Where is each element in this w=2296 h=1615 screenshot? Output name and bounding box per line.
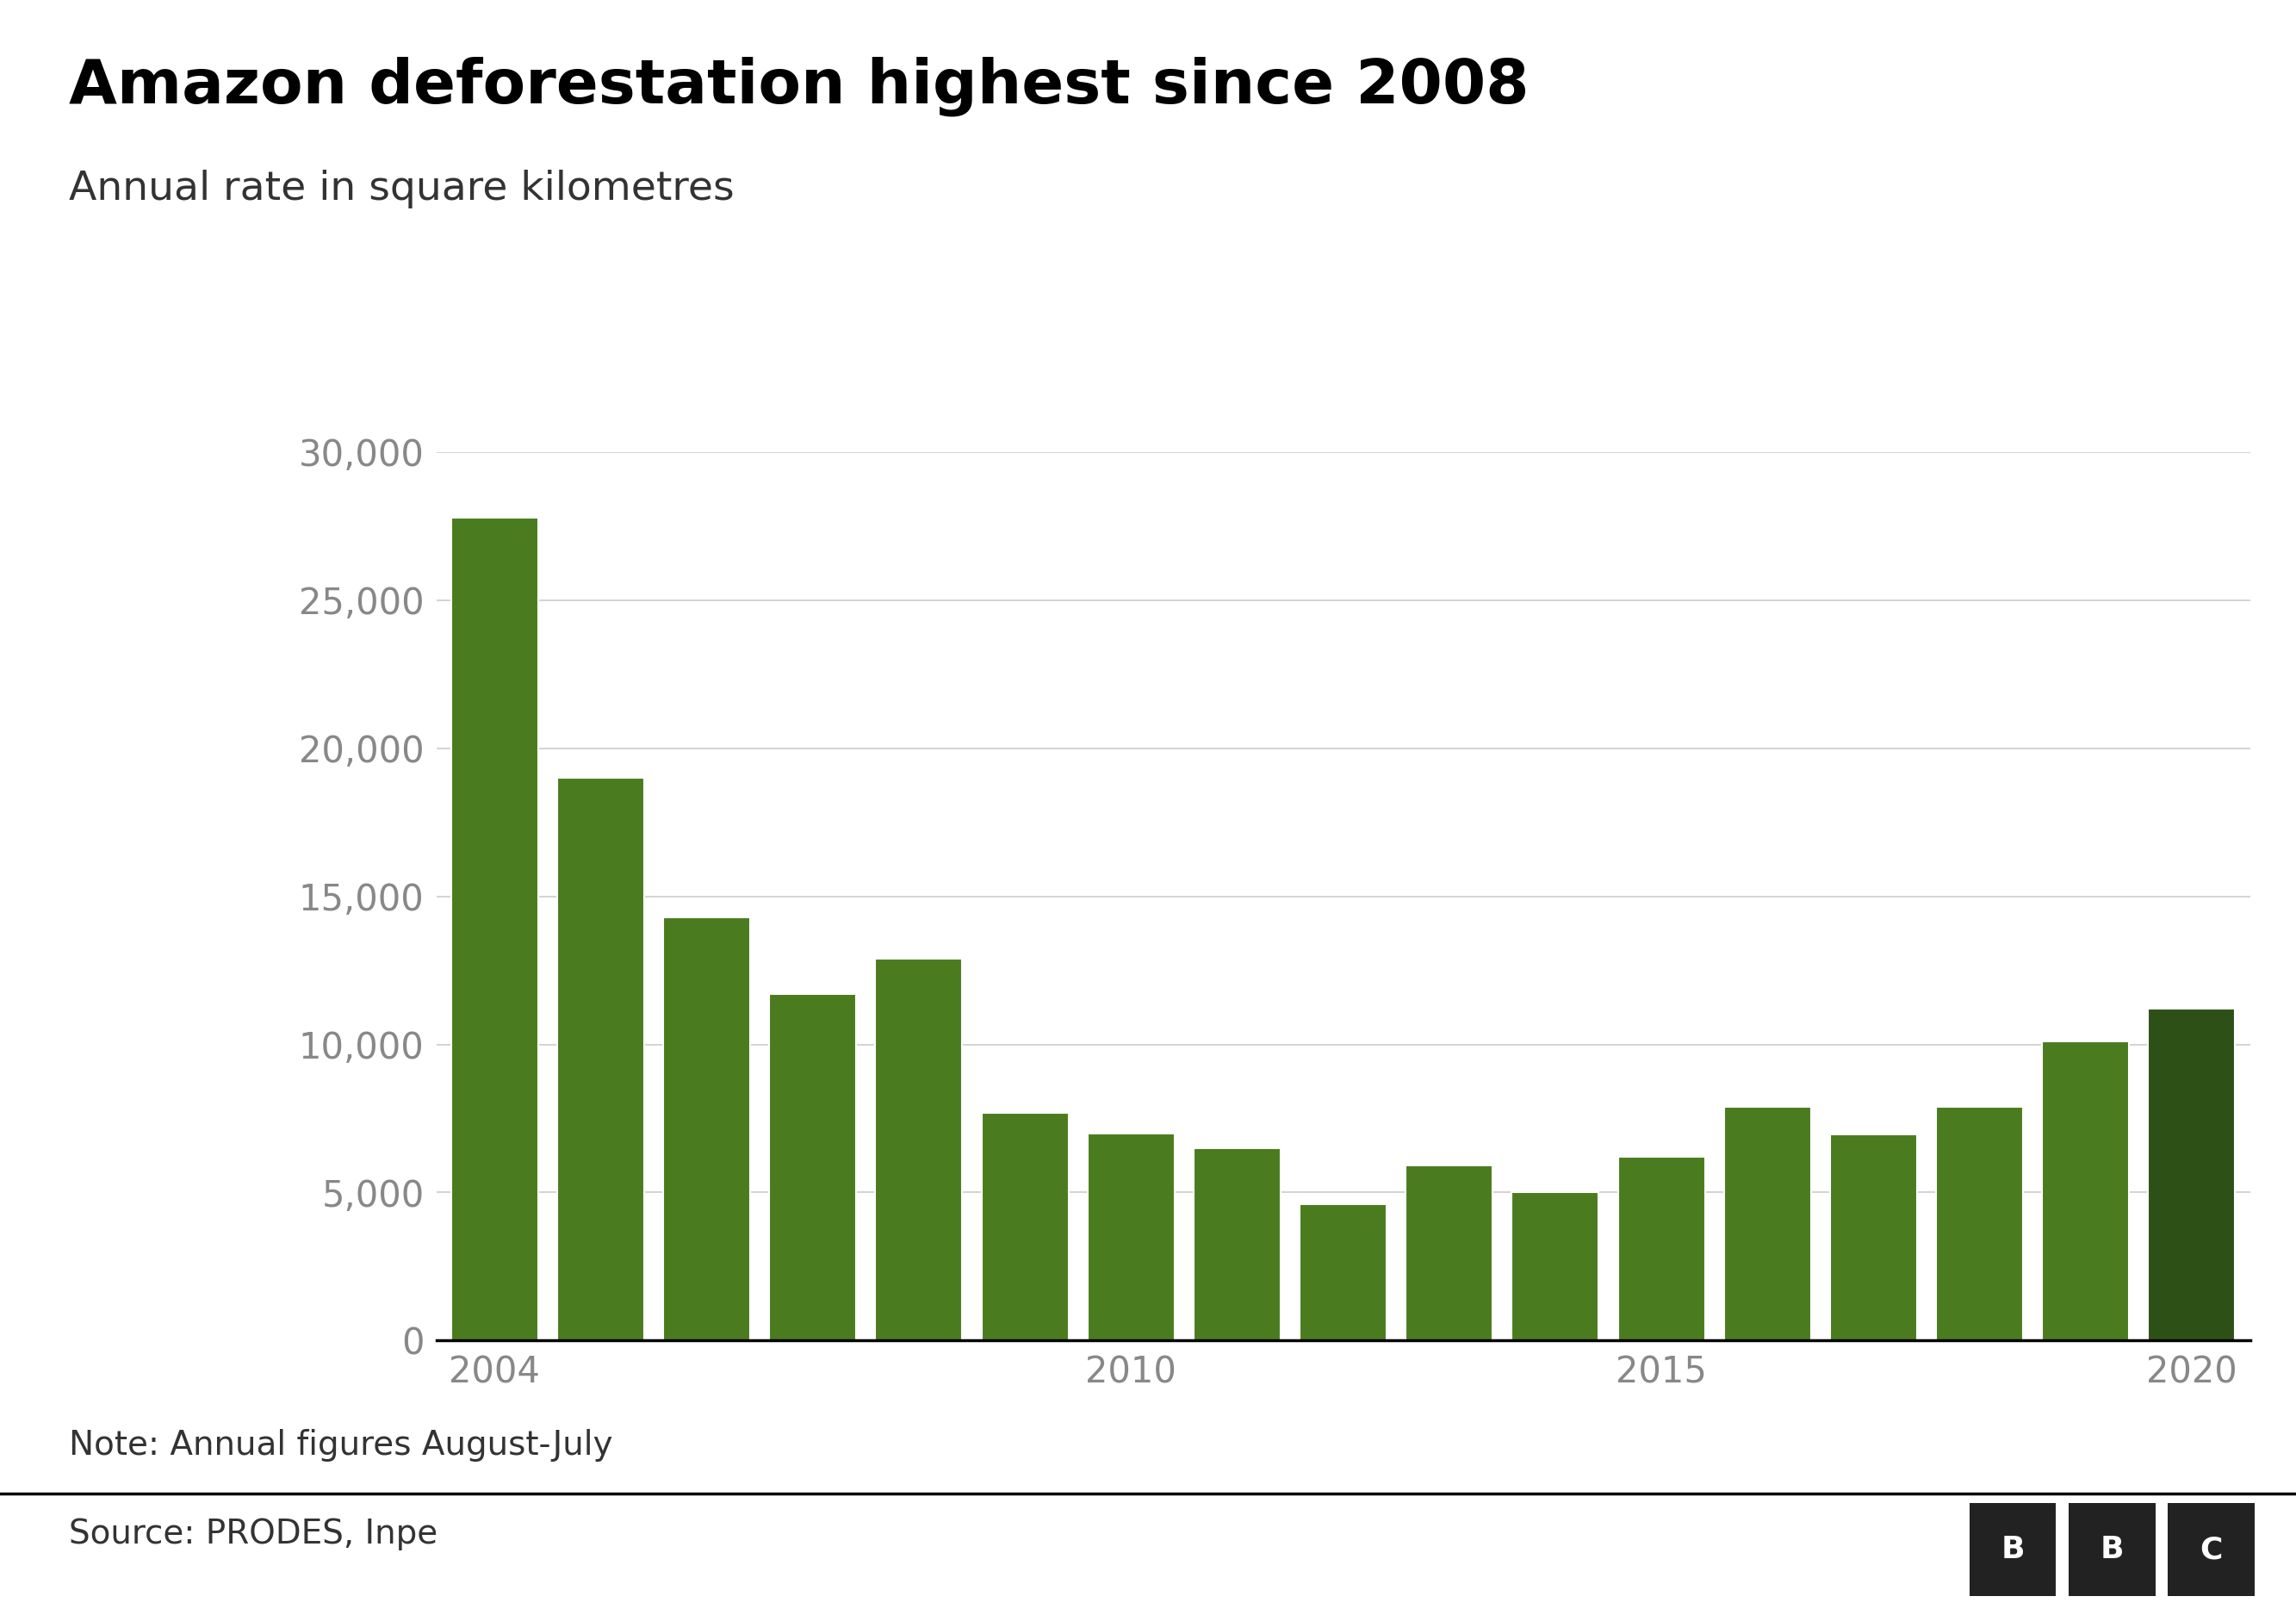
Bar <box>2167 1504 2255 1596</box>
Bar <box>2149 1009 2236 1340</box>
Text: Annual rate in square kilometres: Annual rate in square kilometres <box>69 170 735 208</box>
Bar <box>769 993 856 1340</box>
Text: Amazon deforestation highest since 2008: Amazon deforestation highest since 2008 <box>69 57 1529 116</box>
Bar <box>1405 1166 1492 1340</box>
Bar <box>2041 1042 2128 1340</box>
Text: B: B <box>2000 1534 2025 1565</box>
Text: C: C <box>2200 1534 2223 1565</box>
Bar <box>1300 1205 1387 1340</box>
Bar <box>1970 1504 2057 1596</box>
Text: Note: Annual figures August-July: Note: Annual figures August-July <box>69 1429 613 1462</box>
Bar <box>980 1113 1068 1340</box>
Bar <box>1936 1106 2023 1340</box>
Bar <box>1511 1192 1598 1340</box>
Bar <box>875 958 962 1340</box>
Bar <box>1619 1156 1706 1340</box>
Bar <box>1194 1148 1281 1340</box>
Bar <box>450 517 537 1340</box>
Text: Source: PRODES, Inpe: Source: PRODES, Inpe <box>69 1518 439 1550</box>
Bar <box>1724 1106 1812 1340</box>
Bar <box>1088 1134 1176 1340</box>
Bar <box>1830 1135 1917 1340</box>
Bar <box>2069 1504 2156 1596</box>
Text: B: B <box>2101 1534 2124 1565</box>
Bar <box>558 778 645 1340</box>
Bar <box>664 917 751 1340</box>
